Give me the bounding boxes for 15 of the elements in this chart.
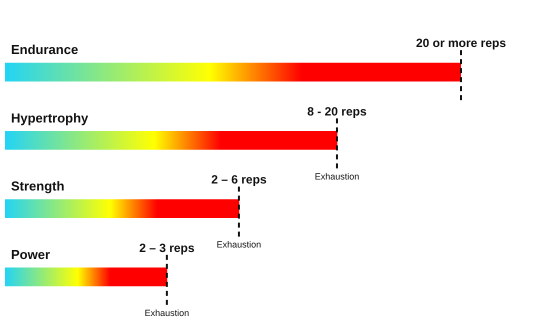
y-tick-label: Power (11, 246, 50, 262)
y-tick-label: Hypertrophy (11, 110, 90, 126)
bar (5, 62, 461, 82)
y-tick-label: Strength (11, 178, 64, 194)
annotation: 2 – 6 reps (211, 172, 267, 187)
annotation: Exhaustion (144, 308, 190, 318)
annotation: Exhaustion (314, 171, 360, 182)
annotation: Exhaustion (216, 240, 262, 250)
annotation: 20 or more reps (416, 36, 506, 50)
y-tick-label: Endurance (11, 42, 78, 58)
bar (5, 131, 338, 150)
bar (5, 268, 168, 286)
annotation: 2 – 3 reps (139, 240, 195, 255)
annotation: 8 - 20 reps (307, 104, 367, 118)
bar (5, 199, 240, 218)
